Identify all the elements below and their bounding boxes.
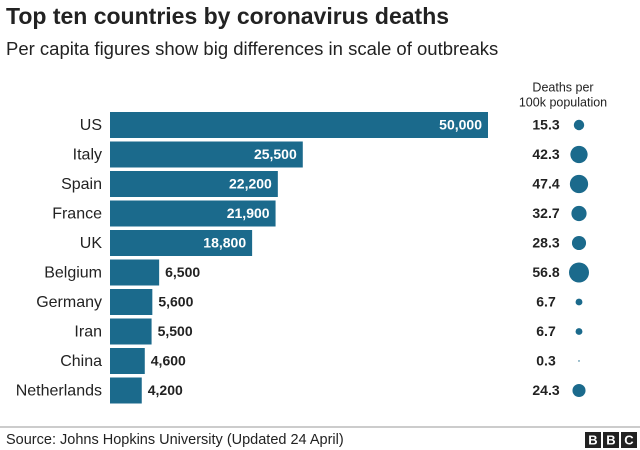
bar bbox=[110, 318, 152, 345]
logo-letter: C bbox=[624, 432, 634, 447]
value-label: 21,900 bbox=[227, 205, 270, 221]
per-capita-dot bbox=[571, 235, 587, 251]
logo-letter: B bbox=[606, 432, 615, 447]
category-label: US bbox=[80, 117, 102, 134]
source: Source: Johns Hopkins University (Update… bbox=[6, 432, 344, 448]
per-capita-label: 47.4 bbox=[532, 176, 559, 192]
category-label: Spain bbox=[61, 176, 102, 193]
category-label: Italy bbox=[73, 147, 102, 164]
bar bbox=[110, 289, 153, 315]
bar bbox=[110, 200, 276, 227]
chart-subtitle: Per capita figures show big differences … bbox=[6, 38, 498, 59]
chart-title: Top ten countries by coronavirus deaths bbox=[6, 3, 449, 29]
logo-box bbox=[585, 432, 601, 448]
per-capita-dot bbox=[572, 383, 586, 398]
category-label: Belgium bbox=[44, 265, 102, 282]
value-label: 4,600 bbox=[151, 353, 186, 369]
bar bbox=[110, 259, 160, 286]
bar bbox=[110, 141, 303, 168]
category-label: UK bbox=[80, 235, 103, 252]
per-capita-dot bbox=[571, 205, 587, 222]
value-label: 6,500 bbox=[165, 264, 200, 280]
bar bbox=[110, 230, 253, 256]
per-capita-dot bbox=[570, 145, 588, 164]
per-capita-label: 6.7 bbox=[536, 294, 556, 310]
per-capita-dot bbox=[575, 328, 583, 335]
logo-box bbox=[603, 432, 619, 448]
per-capita-label: 24.3 bbox=[532, 382, 559, 398]
per-capita-title: Deaths per bbox=[532, 80, 593, 94]
category-label: Germany bbox=[36, 294, 102, 311]
value-label: 22,200 bbox=[229, 176, 272, 192]
bar bbox=[110, 377, 142, 404]
per-capita-dot bbox=[569, 262, 589, 283]
per-capita-dot bbox=[573, 119, 585, 131]
logo-box bbox=[621, 432, 637, 448]
value-label: 18,800 bbox=[203, 235, 246, 251]
category-label: France bbox=[52, 206, 102, 223]
value-label: 5,600 bbox=[158, 294, 193, 310]
per-capita-title: 100k population bbox=[519, 95, 607, 109]
per-capita-label: 42.3 bbox=[532, 146, 559, 162]
logo-letter: B bbox=[588, 432, 597, 447]
per-capita-label: 0.3 bbox=[536, 353, 556, 369]
per-capita-label: 6.7 bbox=[536, 323, 556, 339]
per-capita-label: 32.7 bbox=[532, 205, 559, 221]
value-label: 4,200 bbox=[148, 382, 183, 398]
bar bbox=[110, 171, 278, 197]
per-capita-label: 28.3 bbox=[532, 235, 559, 251]
category-label: China bbox=[60, 353, 102, 370]
per-capita-dot bbox=[569, 174, 589, 194]
logo: B B C bbox=[585, 432, 637, 448]
per-capita-dot bbox=[575, 298, 583, 306]
category-label: Iran bbox=[74, 324, 102, 341]
per-capita-label: 56.8 bbox=[532, 264, 559, 280]
bar bbox=[110, 348, 145, 374]
value-label: 25,500 bbox=[254, 146, 297, 162]
bar bbox=[110, 112, 488, 138]
value-label: 5,500 bbox=[158, 323, 193, 339]
per-capita-dot bbox=[578, 360, 580, 362]
per-capita-label: 15.3 bbox=[532, 117, 559, 133]
category-label: Netherlands bbox=[16, 383, 102, 400]
value-label: 50,000 bbox=[439, 117, 482, 133]
